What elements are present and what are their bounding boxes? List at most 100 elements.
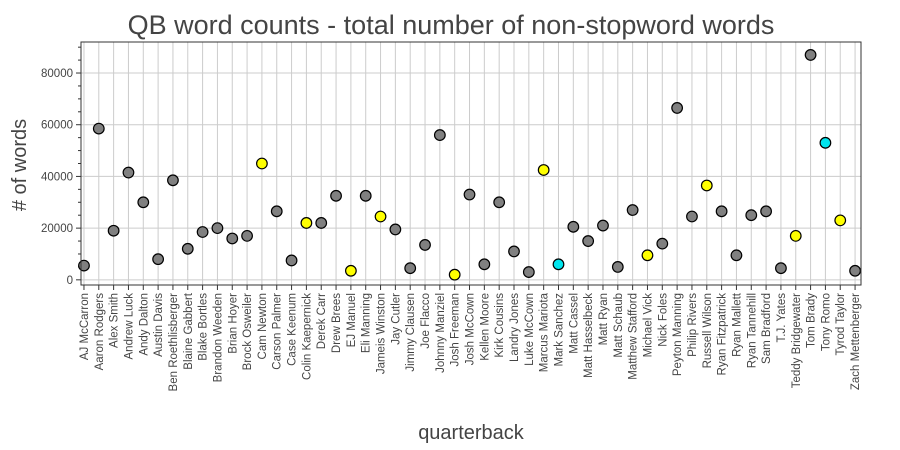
- data-point: [819, 136, 832, 149]
- data-point: [552, 258, 565, 271]
- x-tick-label: Kellen Moore: [479, 293, 491, 361]
- data-point: [671, 102, 684, 114]
- x-tick-label: Tyrod Taylor: [835, 293, 847, 356]
- data-point: [404, 262, 417, 275]
- x-tick-label: Tony Romo: [820, 293, 832, 351]
- data-point: [730, 249, 743, 262]
- x-tick-label: Michael Vick: [642, 293, 654, 358]
- x-tick-label: Case Keenum: [287, 293, 299, 366]
- grid-lines: [81, 42, 861, 285]
- x-tick-label: Matt Schaub: [613, 293, 625, 358]
- x-tick-label: Philip Rivers: [687, 293, 699, 357]
- axis-ticks: [76, 46, 856, 290]
- data-point: [641, 249, 654, 262]
- data-point: [478, 258, 491, 271]
- x-tick-label: Landry Jones: [509, 293, 521, 362]
- data-point: [522, 266, 535, 278]
- x-tick-label: Colin Kaepernick: [301, 293, 313, 380]
- data-point: [137, 196, 150, 209]
- x-tick-label: Mark Sanchez: [553, 293, 565, 367]
- x-tick-label: Brian Hoyer: [227, 293, 239, 354]
- x-tick-label: Jay Cutler: [390, 293, 402, 345]
- x-tick-label: Carson Palmer: [272, 293, 284, 370]
- y-tick-label: 20000: [41, 223, 73, 235]
- x-tick-label: Ryan Fitzpatrick: [717, 293, 729, 376]
- data-point: [78, 259, 90, 272]
- data-point: [760, 205, 772, 218]
- data-point: [626, 204, 639, 216]
- x-tick-label: Cam Newton: [257, 293, 269, 359]
- x-tick-label: Matt Ryan: [598, 293, 610, 345]
- x-tick-label: Josh Freeman: [450, 293, 462, 367]
- data-point: [493, 196, 506, 209]
- data-point: [152, 253, 165, 266]
- data-point: [508, 245, 520, 258]
- plot-frame: [80, 41, 862, 286]
- x-tick-label: Austin Davis: [153, 293, 165, 357]
- data-point: [344, 264, 357, 277]
- x-tick-label: Peyton Manning: [672, 293, 684, 376]
- data-point: [92, 122, 105, 135]
- x-tick-label: Drew Brees: [331, 293, 343, 353]
- x-tick-label: Andrew Luck: [123, 293, 135, 360]
- data-point: [700, 179, 713, 192]
- data-point: [715, 205, 728, 218]
- x-tick-label: Luke McCown: [524, 293, 536, 366]
- x-tick-label: Teddy Bridgewater: [791, 293, 803, 388]
- tick-labels: 0 20000 40000 60000 80000 AJ McCarron Aaron Ro…: [41, 68, 862, 391]
- x-tick-label: Nick Foles: [657, 293, 669, 347]
- data-point: [196, 226, 209, 238]
- x-tick-label: Eli Manning: [361, 293, 373, 353]
- x-tick-label: Brock Osweiler: [242, 293, 254, 370]
- x-tick-label: Ryan Mallett: [731, 292, 743, 357]
- x-tick-label: Kirk Cousins: [494, 293, 506, 358]
- data-points: [78, 49, 861, 281]
- data-point: [448, 268, 461, 281]
- data-point: [374, 210, 387, 223]
- x-tick-label: Johnny Manziel: [435, 293, 447, 373]
- data-point: [256, 157, 268, 170]
- data-point: [686, 210, 698, 223]
- data-point: [211, 222, 224, 235]
- x-tick-label: AJ McCarron: [79, 293, 91, 360]
- data-point: [537, 164, 550, 176]
- x-tick-label: Blake Bortles: [198, 293, 210, 361]
- x-tick-label: Jameis Winston: [376, 293, 388, 374]
- x-tick-label: Joe Flacco: [420, 293, 432, 349]
- data-point: [107, 224, 120, 237]
- data-point: [433, 129, 446, 141]
- data-point: [359, 189, 372, 202]
- x-tick-label: Zach Mettenberger: [850, 293, 862, 390]
- x-tick-label: EJ Manuel: [346, 293, 358, 347]
- x-tick-label: Derek Carr: [316, 293, 328, 349]
- data-point: [463, 188, 476, 201]
- x-tick-label: Russell Wilson: [702, 293, 714, 368]
- data-point: [582, 235, 595, 247]
- x-tick-label: Blaine Gabbert: [183, 292, 195, 370]
- data-point: [315, 217, 328, 229]
- data-point: [789, 229, 802, 242]
- data-point: [611, 261, 624, 273]
- x-tick-label: Matt Cassel: [568, 293, 580, 354]
- x-tick-label: Ben Roethlisberger: [168, 293, 180, 392]
- data-point: [567, 220, 580, 233]
- x-tick-label: Matthew Stafford: [628, 293, 640, 380]
- data-point: [181, 242, 194, 255]
- data-point: [834, 214, 847, 227]
- x-tick-label: Tom Brady: [806, 293, 818, 348]
- x-tick-label: Andy Dalton: [138, 293, 150, 356]
- y-tick-label: 60000: [41, 120, 73, 132]
- data-point: [167, 174, 179, 187]
- data-point: [241, 229, 253, 242]
- x-tick-label: Aaron Rodgers: [94, 293, 106, 371]
- data-point: [270, 205, 283, 218]
- x-tick-label: Matt Hasselbeck: [583, 293, 595, 378]
- data-point: [226, 232, 239, 245]
- y-axis-label: # of words: [9, 119, 31, 211]
- chart-title: QB word counts - total number of non-sto…: [128, 10, 775, 40]
- data-point: [849, 264, 861, 277]
- x-tick-label: Ryan Tannehill: [746, 293, 758, 368]
- data-point: [656, 237, 669, 250]
